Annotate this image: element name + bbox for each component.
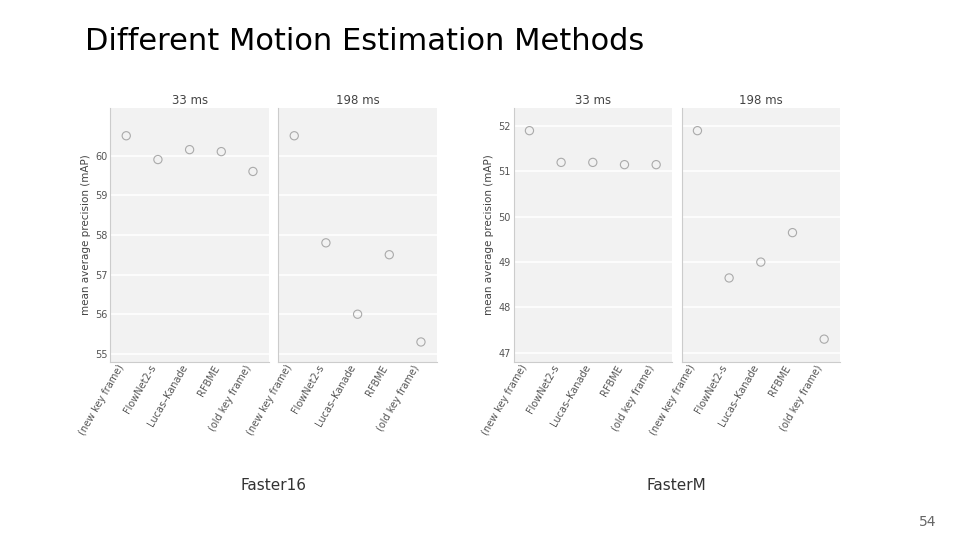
Text: 54: 54 [919,515,936,529]
Point [349,310,365,319]
Title: 33 ms: 33 ms [575,94,611,107]
Point [753,258,768,266]
Point [649,160,664,169]
Point [522,126,538,135]
Text: Different Motion Estimation Methods: Different Motion Estimation Methods [85,27,644,56]
Point [616,160,632,169]
Point [182,145,198,154]
Point [816,335,831,343]
Point [553,158,568,167]
Title: 33 ms: 33 ms [172,94,207,107]
Point [150,155,166,164]
Point [214,147,229,156]
Point [414,338,429,346]
Point [785,228,801,237]
Point [722,274,737,282]
Point [119,131,134,140]
Text: FasterM: FasterM [647,478,707,494]
Point [319,239,334,247]
Point [246,167,261,176]
Point [586,158,601,167]
Point [382,251,397,259]
Title: 198 ms: 198 ms [336,94,379,107]
Y-axis label: mean average precision (mAP): mean average precision (mAP) [484,154,494,315]
Title: 198 ms: 198 ms [739,94,782,107]
Text: Faster16: Faster16 [241,478,306,494]
Y-axis label: mean average precision (mAP): mean average precision (mAP) [81,154,91,315]
Point [286,131,301,140]
Point [689,126,705,135]
